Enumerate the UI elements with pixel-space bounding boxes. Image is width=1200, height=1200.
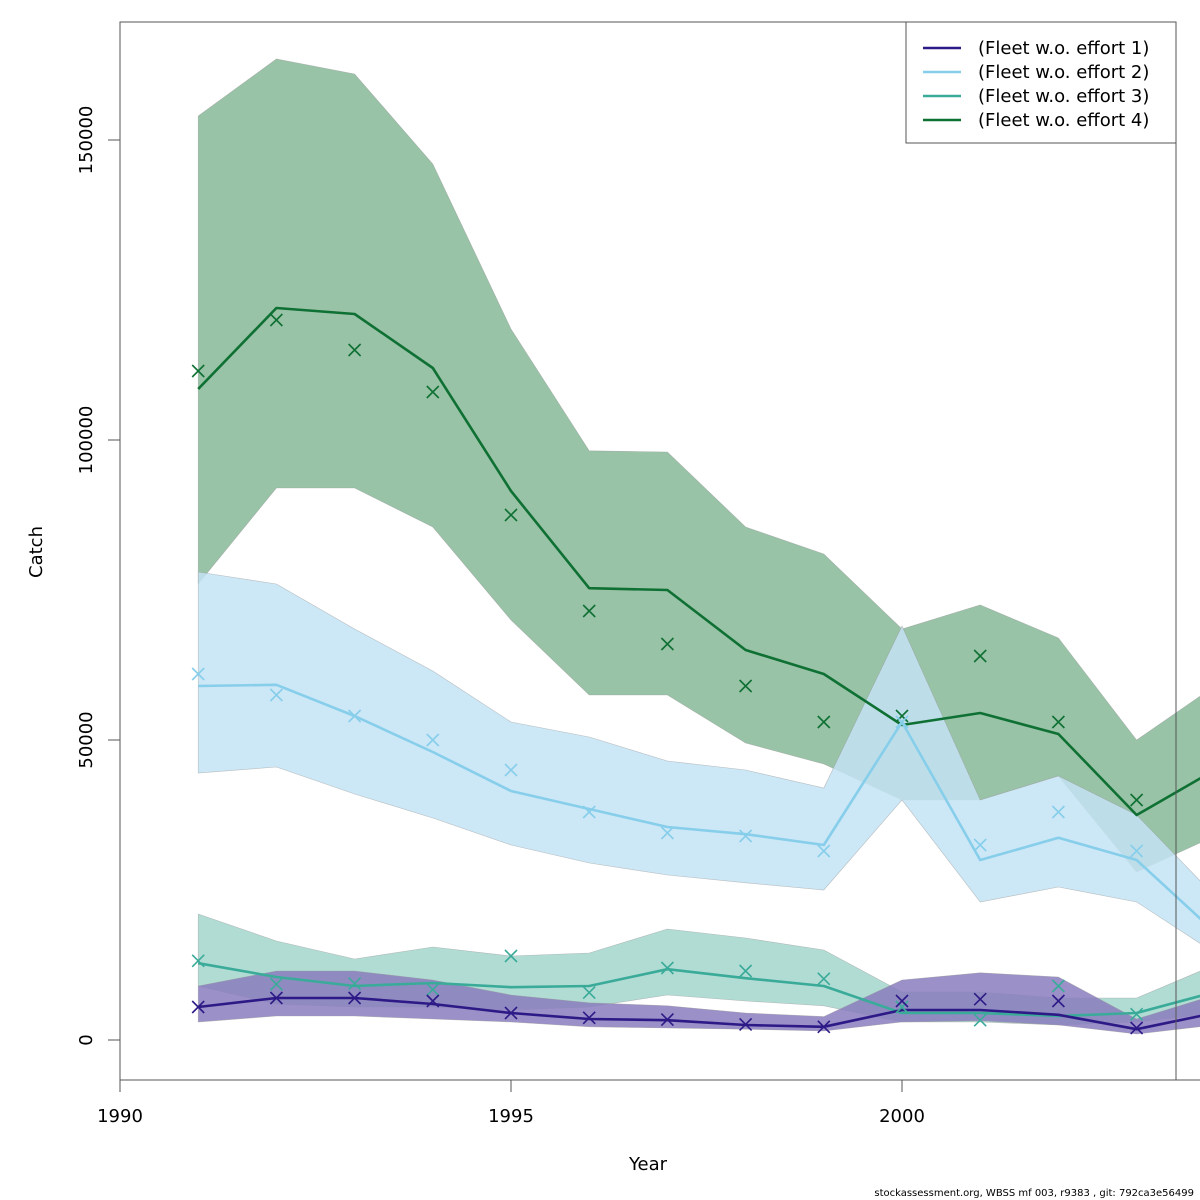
observed-marker-series-1: [348, 991, 362, 1005]
observed-marker-series-3: [1130, 1007, 1144, 1021]
observed-marker-series-4: [739, 679, 753, 693]
observed-marker-series-1: [426, 994, 440, 1008]
observed-marker-series-2: [504, 763, 518, 777]
observed-marker-series-2: [739, 829, 753, 843]
y-tick-label: 150000: [76, 106, 97, 175]
observed-marker-series-3: [269, 977, 283, 991]
observed-marker-series-3: [504, 949, 518, 963]
x-tick-label: 1995: [488, 1106, 534, 1127]
observed-marker-series-2: [973, 838, 987, 852]
confidence-bands: [197, 58, 1200, 1035]
observed-marker-series-2: [269, 688, 283, 702]
observed-marker-series-1: [973, 992, 987, 1006]
observed-marker-series-4: [504, 508, 518, 522]
observed-marker-series-1: [1051, 994, 1065, 1008]
observed-marker-series-1: [269, 991, 283, 1005]
observed-marker-series-4: [269, 313, 283, 327]
confidence-band-series-2: [197, 571, 1200, 944]
observed-marker-series-4: [895, 709, 909, 723]
observed-marker-series-3: [426, 983, 440, 997]
observed-marker-series-4: [348, 343, 362, 357]
observed-marker-series-4: [1051, 715, 1065, 729]
observed-marker-series-3: [660, 961, 674, 975]
x-axis: 199019952000200520102015: [97, 1079, 1200, 1127]
observed-marker-series-3: [973, 1013, 987, 1027]
observed-marker-series-1: [817, 1020, 831, 1034]
observed-marker-series-1: [895, 994, 909, 1008]
observed-marker-series-3: [817, 972, 831, 986]
legend-box: [905, 21, 1177, 144]
x-axis-title: Year: [628, 1154, 668, 1175]
observed-marker-series-2: [426, 733, 440, 747]
observed-marker-series-4: [426, 385, 440, 399]
observed-marker-series-2: [582, 805, 596, 819]
y-tick-label: 50000: [76, 711, 97, 768]
observed-marker-series-4: [582, 604, 596, 618]
confidence-band-series-1: [197, 970, 1200, 1035]
observed-marker-series-4: [817, 715, 831, 729]
observed-marker-series-3: [895, 1000, 909, 1014]
legend-label-series-3: (Fleet w.o. effort 3): [978, 86, 1149, 107]
y-axis: 0 50000 100000 150000: [76, 106, 121, 1046]
y-tick-label: 100000: [76, 406, 97, 475]
observed-marker-series-4: [1130, 793, 1144, 807]
observed-marker-series-3: [1051, 979, 1065, 993]
legend-label-series-1: (Fleet w.o. effort 1): [978, 38, 1149, 59]
y-tick-label: 0: [76, 1034, 97, 1045]
observed-markers: [191, 313, 1144, 1035]
observed-marker-series-1: [1130, 1021, 1144, 1035]
observed-marker-series-2: [348, 709, 362, 723]
confidence-band-series-4: [197, 58, 1200, 873]
observed-marker-series-2: [660, 826, 674, 840]
observed-marker-series-1: [739, 1017, 753, 1031]
observed-marker-series-2: [895, 715, 909, 729]
observed-marker-series-3: [582, 986, 596, 1000]
legend: (Fleet w.o. effort 1) (Fleet w.o. effort …: [905, 21, 1177, 144]
observed-marker-series-4: [191, 364, 205, 378]
legend-label-series-2: (Fleet w.o. effort 2): [978, 62, 1149, 83]
observed-marker-series-2: [1130, 844, 1144, 858]
y-axis-title: Catch: [26, 526, 47, 578]
observed-marker-series-4: [973, 649, 987, 663]
observed-marker-series-1: [582, 1011, 596, 1025]
observed-marker-series-1: [191, 1000, 205, 1014]
observed-marker-series-3: [348, 977, 362, 991]
x-tick-label: 2000: [879, 1106, 925, 1127]
observed-marker-series-2: [1051, 805, 1065, 819]
footer-credit: stockassessment.org, WBSS mf 003, r9383 …: [874, 1188, 1194, 1199]
observed-marker-series-2: [817, 844, 831, 858]
observed-marker-series-4: [660, 637, 674, 651]
observed-marker-series-1: [504, 1006, 518, 1020]
observed-marker-series-1: [660, 1013, 674, 1027]
x-tick-label: 1990: [97, 1106, 143, 1127]
legend-label-series-4: (Fleet w.o. effort 4): [978, 110, 1149, 131]
observed-marker-series-3: [191, 954, 205, 968]
observed-marker-series-2: [191, 667, 205, 681]
observed-marker-series-3: [739, 964, 753, 978]
